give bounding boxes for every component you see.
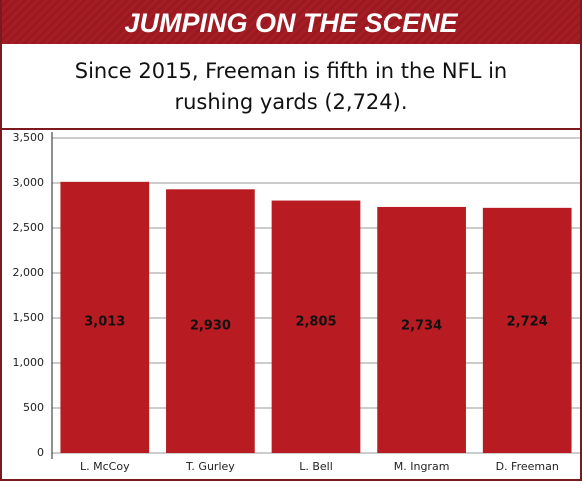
x-tick-label: D. Freeman [496, 460, 559, 473]
y-tick-label: 0 [37, 446, 44, 459]
y-tick-label: 1,500 [13, 311, 45, 324]
bar [271, 200, 361, 453]
y-tick-label: 2,500 [13, 221, 45, 234]
data-label: 3,013 [84, 315, 125, 330]
bar [377, 206, 466, 453]
bar [60, 181, 150, 453]
x-tick-label: T. Gurley [185, 460, 235, 473]
y-tick-label: 3,500 [13, 132, 45, 144]
data-label: 2,805 [295, 315, 336, 330]
y-tick-label: 500 [23, 401, 44, 414]
x-tick-label: L. Bell [299, 460, 333, 473]
y-tick-label: 3,000 [13, 176, 45, 189]
chart: 0 500 1,000 1,500 2,000 2,500 3,000 3,500 L. McC… [13, 132, 580, 473]
chart-subtitle: Since 2015, Freeman is fifth in the NFL … [2, 44, 580, 130]
data-label: 2,724 [507, 315, 548, 330]
bar [166, 189, 255, 454]
x-tick-label: M. Ingram [394, 460, 450, 473]
x-tick-label: L. McCoy [80, 460, 130, 473]
y-tick-label: 2,000 [13, 266, 45, 279]
data-label: 2,734 [401, 319, 442, 334]
header-title: JUMPING ON THE SCENE [2, 0, 580, 44]
data-label: 2,930 [190, 319, 231, 334]
bar [482, 207, 572, 453]
y-tick-label: 1,000 [13, 356, 45, 369]
